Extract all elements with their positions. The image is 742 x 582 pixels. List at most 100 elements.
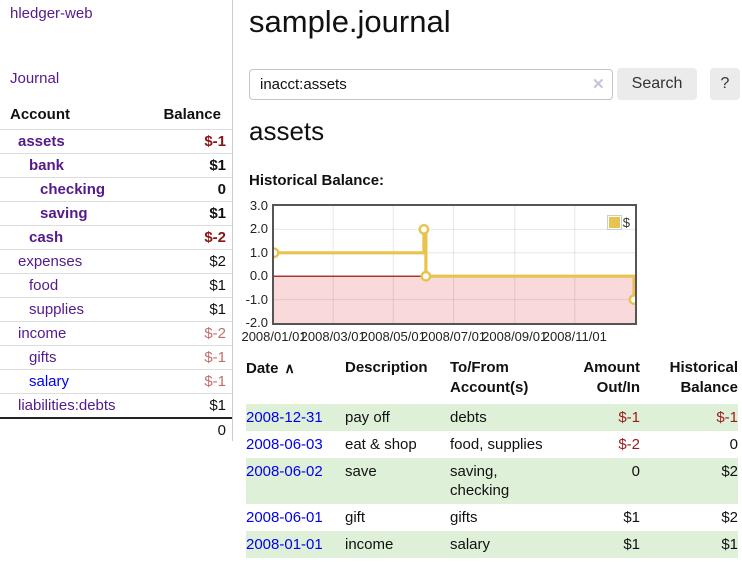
account-balance: 0 [217,181,226,198]
cell-accounts: food, supplies [450,436,543,453]
transaction-date-link[interactable]: 2008-01-01 [246,536,323,553]
cell-date: 2008-06-01 [246,504,345,531]
cell-description: pay off [345,409,390,426]
cell-accounts: salary [450,536,491,553]
y-tick-label: 1.0 [249,244,268,260]
nav-journal-link[interactable]: Journal [10,70,60,87]
sidebar-account-link[interactable]: assets [18,133,65,150]
chart-area: $ 3.0 2.0 1.0 0.0 -1.0 -2.0 2008/01/01 2008/03/… [238,196,742,348]
cell-date: 2008-12-31 [246,404,345,431]
brand-link[interactable]: hledger-web [10,5,93,22]
x-tick-label: 2008/07/01 [420,329,487,344]
cell-balance: $2 [721,463,738,480]
sidebar-account-link[interactable]: supplies [29,301,85,318]
sidebar-account-link[interactable]: liabilities:debts [18,397,116,414]
sidebar-account-row: liabilities:debts $1 [0,393,232,417]
header-balance[interactable]: Historical Balance [669,359,738,396]
account-heading: assets [249,116,325,146]
search-input[interactable] [249,69,613,100]
search-button[interactable]: Search [617,68,697,100]
header-accounts[interactable]: To/From Account(s) [450,359,529,396]
transaction-date-link[interactable]: 2008-06-01 [246,509,323,526]
cell-balance: $2 [721,509,738,526]
sidebar-account-link[interactable]: saving [40,205,88,222]
register-row: 2008-06-02 save saving, checking 0 $2 [246,458,738,504]
header-description[interactable]: Description [345,359,428,376]
cell-balance: $1 [721,536,738,553]
sidebar-account-link[interactable]: cash [29,229,64,246]
sidebar-account-row: cash $-2 [0,225,232,249]
cell-amount: $1 [623,509,640,526]
x-tick-label: 2008/01/01 [241,329,307,344]
cell-amount: $-2 [618,436,640,453]
x-tick-label: 2008/11/01 [542,329,607,344]
sidebar-account-row: food $1 [0,273,232,297]
sidebar-account-row: supplies $1 [0,297,232,321]
y-tick-label: 3.0 [249,198,268,213]
account-balance: $2 [209,253,226,270]
account-column-label: Account [10,106,70,123]
register-table-head: Date ∧ Description To/From Account(s) Amo… [246,358,738,404]
sidebar: hledger-web Journal Account Balance asse… [0,0,233,441]
register-row: 2008-01-01 income salary $1 $1 [246,531,738,558]
register-row: 2008-06-03 eat & shop food, supplies $-2 0 [246,431,738,458]
cell-accounts: gifts [450,509,478,526]
y-tick-label: 0.0 [249,268,268,284]
sidebar-account-row: expenses $2 [0,249,232,273]
cell-amount: 0 [631,463,640,480]
sidebar-account-row: gifts $-1 [0,345,232,369]
sidebar-accounts: assets $-1 bank $1 checking 0 saving $1 cash $-2 e… [0,129,232,441]
sidebar-account-link[interactable]: checking [40,181,106,198]
register-table: Date ∧ Description To/From Account(s) Amo… [246,358,738,558]
transaction-date-link[interactable]: 2008-06-02 [246,463,323,480]
sidebar-account-link[interactable]: bank [29,157,65,174]
cell-accounts: debts [450,409,487,426]
sidebar-total-row: 0 [0,417,232,441]
clear-search-icon[interactable]: ✕ [592,76,605,93]
sidebar-account-row: saving $1 [0,201,232,225]
x-tick-label: 2008/09/01 [482,329,548,344]
cell-description: gift [345,509,366,526]
cell-balance: $-1 [716,409,738,426]
account-balance: $-1 [204,373,226,390]
cell-date: 2008-06-03 [246,431,345,458]
account-balance: $-2 [204,229,226,246]
account-balance: $-1 [204,349,226,366]
cell-date: 2008-06-02 [246,458,345,504]
account-balance: $1 [209,277,226,294]
account-table-header: Account Balance [10,106,221,123]
account-balance: $1 [209,205,226,222]
help-button[interactable]: ? [710,68,740,100]
balance-chart-svg [274,206,635,323]
sort-asc-icon: ∧ [284,360,295,376]
account-balance: $1 [209,157,226,174]
x-tick-label: 2008/03/01 [300,329,366,344]
series-swatch [606,215,622,230]
cell-amount: $1 [623,536,640,553]
sidebar-account-link[interactable]: salary [29,373,70,390]
cell-accounts: saving, checking [450,463,510,499]
account-balance: $-2 [204,325,226,342]
sidebar-account-link[interactable]: food [29,277,59,294]
sidebar-account-link[interactable]: gifts [29,349,57,366]
chart-legend: $ [606,215,630,230]
sidebar-account-link[interactable]: income [18,325,67,342]
cell-description: save [345,463,377,480]
account-balance: $-1 [204,133,226,150]
header-amount[interactable]: Amount Out/In [583,359,640,396]
account-balance: $1 [209,301,226,318]
register-table-body: 2008-12-31 pay off debts $-1 $-1 2008-06-03 ea… [246,404,738,558]
series-swatch-color [608,217,620,228]
sidebar-account-row: salary $-1 [0,369,232,393]
sidebar-account-row: assets $-1 [0,129,232,153]
sidebar-account-row: bank $1 [0,153,232,177]
sidebar-account-row: checking 0 [0,177,232,201]
sidebar-total-value: 0 [217,421,226,439]
sidebar-account-link[interactable]: expenses [18,253,83,270]
cell-description: eat & shop [345,436,417,453]
header-date[interactable]: Date ∧ [246,360,295,377]
y-tick-label: 2.0 [249,221,268,237]
transaction-date-link[interactable]: 2008-06-03 [246,436,323,453]
transaction-date-link[interactable]: 2008-12-31 [246,409,323,426]
